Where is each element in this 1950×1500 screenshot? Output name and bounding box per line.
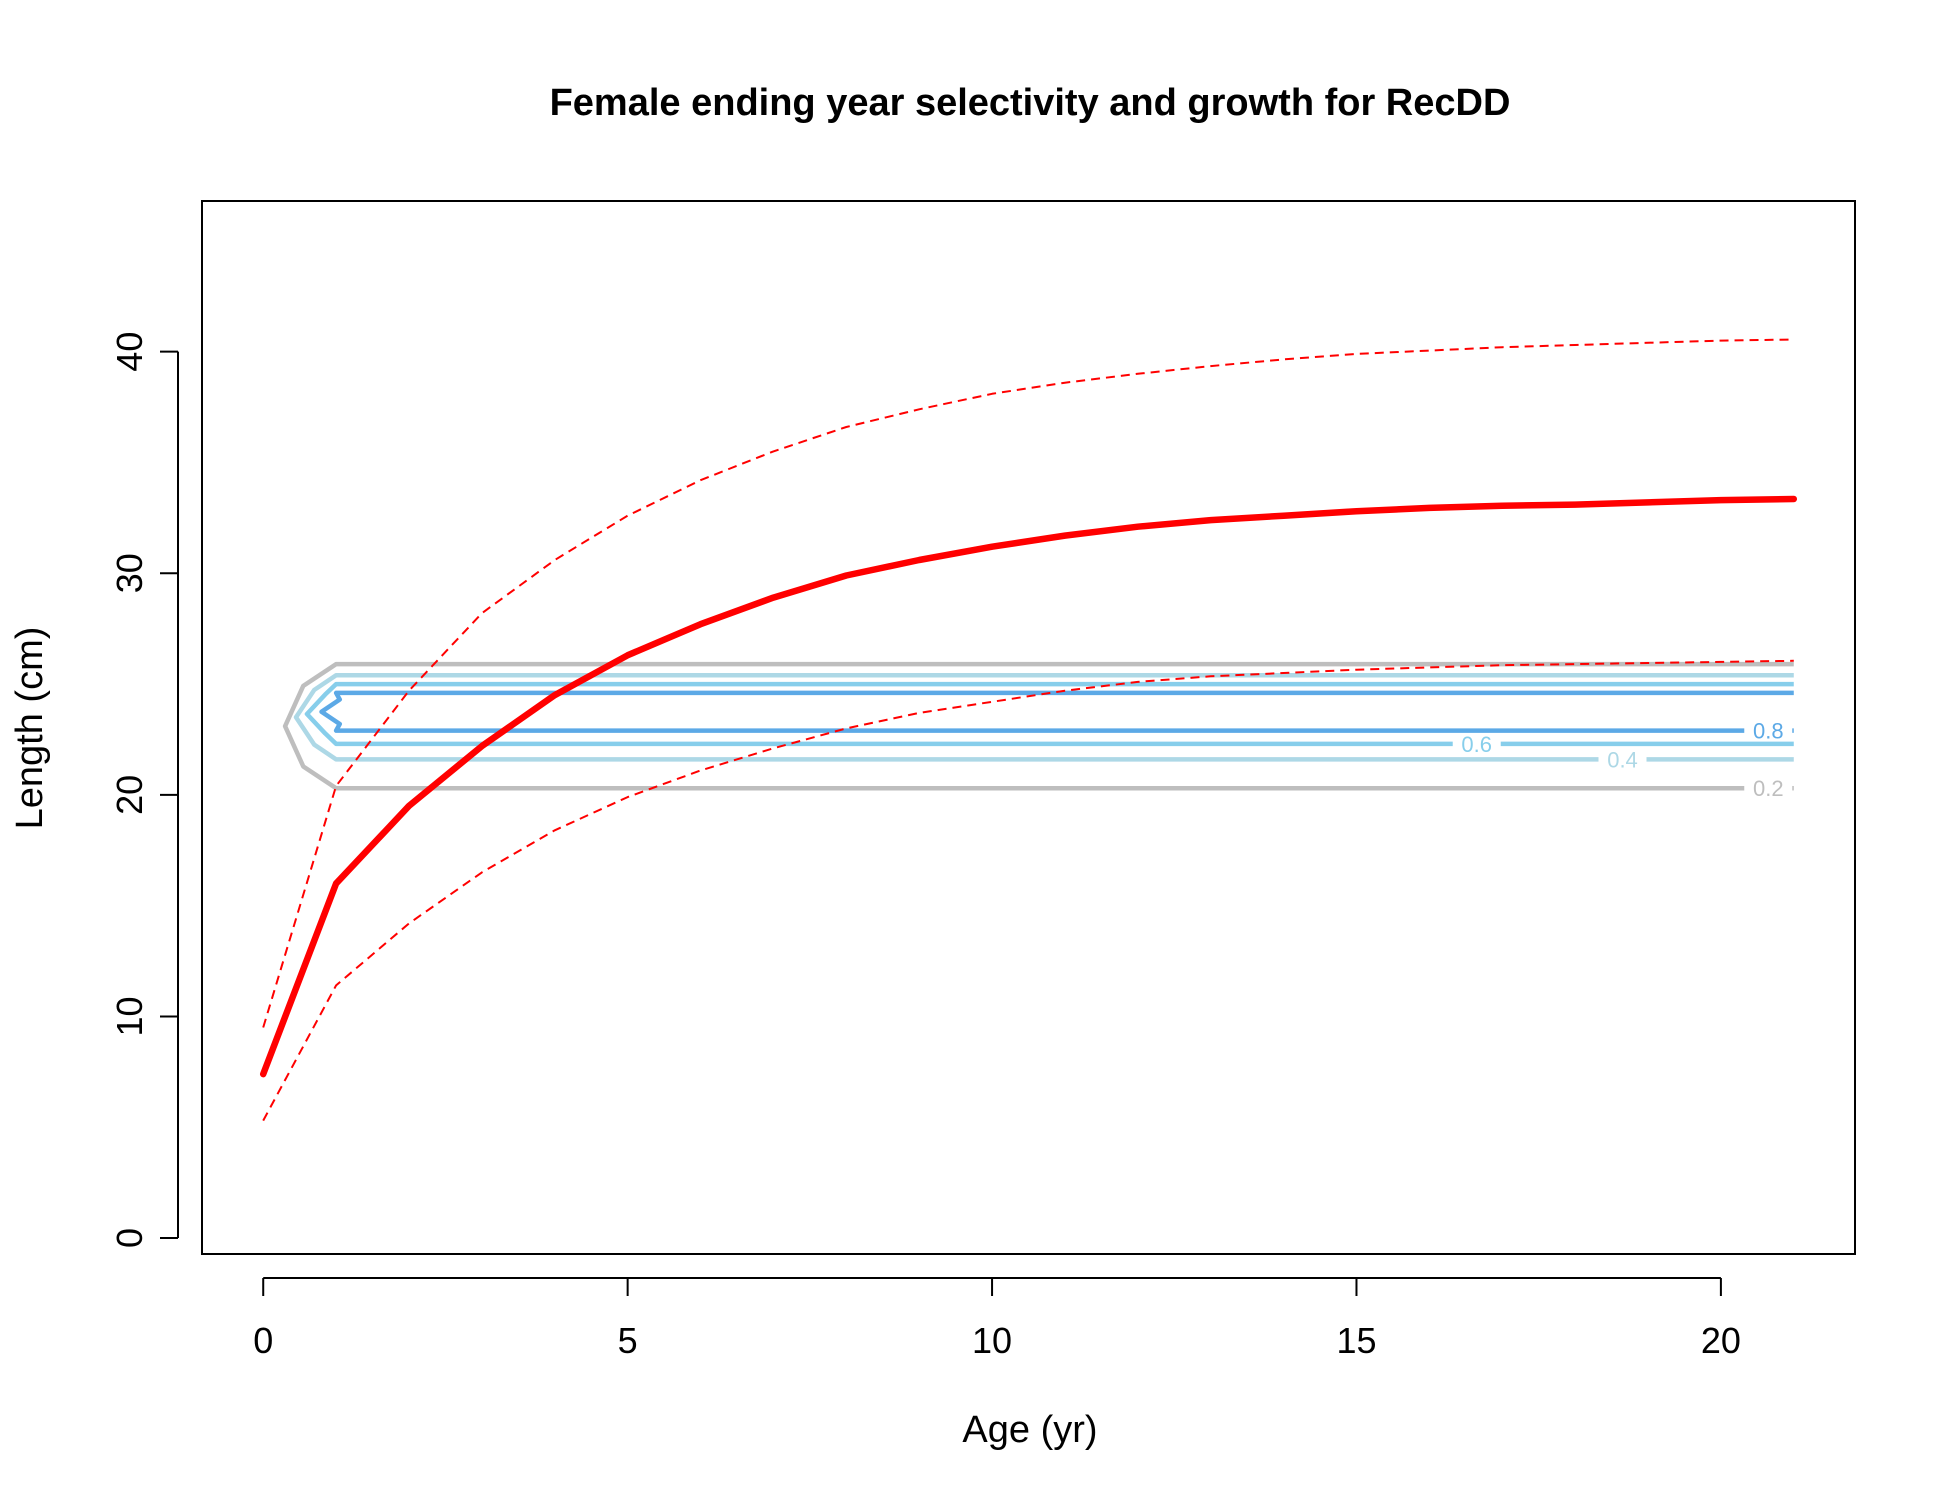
y-tick-label: 10 [109,996,150,1036]
contour-line-0-2 [282,661,1794,791]
contour-line-0-8 [319,690,1794,733]
chart-title: Female ending year selectivity and growt… [550,82,1511,124]
x-tick-label: 10 [972,1320,1012,1361]
contour-label: 0.4 [1607,747,1638,772]
x-tick-label: 15 [1336,1320,1376,1361]
growth-mean-line [259,495,1798,1078]
x-tick-label: 5 [618,1320,638,1361]
growth-curves [259,338,1798,1122]
growth-lower-line [262,659,1794,1122]
selectivity-contours: 0.2 0.4 0.6 0.8 [282,661,1794,801]
contour-line-0-4 [293,672,1794,762]
x-tick-label: 0 [253,1320,273,1361]
x-axis-label: Age (yr) [962,1409,1097,1451]
contour-label: 0.2 [1753,776,1784,801]
y-tick-label: 0 [109,1228,150,1248]
contour-label: 0.6 [1461,732,1492,757]
y-tick-label: 30 [109,553,150,593]
axes: 0 5 10 15 20 0 10 20 30 40 [109,332,1741,1361]
contour-label: 0.8 [1753,719,1784,744]
y-tick-label: 40 [109,332,150,372]
plot-box [201,200,1856,1255]
contour-line-0-6 [304,681,1794,747]
y-axis-label: Length (cm) [9,627,51,830]
y-tick-label: 20 [109,775,150,815]
x-tick-label: 20 [1701,1320,1741,1361]
